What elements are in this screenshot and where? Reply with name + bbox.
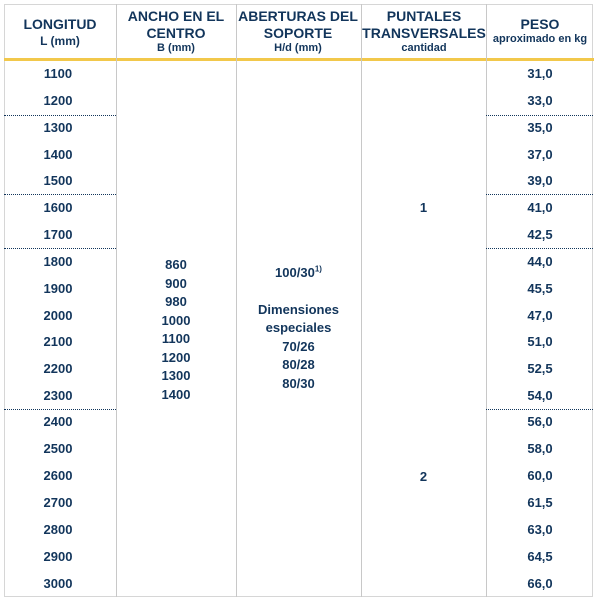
table-header: LONGITUD L (mm) ANCHO EN EL CENTRO B (mm… [0,0,596,58]
header-length-title: LONGITUD [23,16,97,32]
length-value: 3000 [43,576,73,591]
length-value: 2100 [43,334,73,349]
weight-value: 63,0 [527,522,553,537]
weight-value: 41,0 [527,200,553,215]
header-openings: ABERTURAS DEL SOPORTE H/d (mm) [236,8,360,55]
weight-value: 56,0 [527,414,553,429]
length-value: 2300 [43,388,73,403]
length-value: 2200 [43,361,73,376]
weight-value: 51,0 [527,334,553,349]
column-divider [236,4,237,597]
header-weight-unit: aproximado en kg [492,33,588,45]
header-weight: PESO aproximado en kg [488,16,592,46]
length-value: 1700 [43,227,73,242]
group-divider [4,194,116,195]
length-value: 2900 [43,549,73,564]
openings-special-label: especiales [265,320,332,335]
length-value: 1600 [43,200,73,215]
group-divider [486,248,593,249]
length-value: 2400 [43,414,73,429]
header-width-title: ANCHO EN EL CENTRO [127,8,225,41]
column-divider [116,4,117,597]
weight-value: 54,0 [527,388,553,403]
column-divider [361,4,362,597]
width-value: 1400 [161,386,191,402]
header-openings-title: ABERTURAS DEL SOPORTE [238,8,358,41]
weight-value: 42,5 [527,227,553,242]
weight-value: 66,0 [527,576,553,591]
group-divider [4,409,116,410]
weight-value: 44,0 [527,254,553,269]
length-value: 2700 [43,495,73,510]
header-openings-unit: H/d (mm) [274,42,322,54]
length-value: 2800 [43,522,73,537]
group-divider [486,115,593,116]
length-value: 1800 [43,254,73,269]
openings-footnote-mark: 1) [314,264,322,274]
length-value: 1100 [43,66,73,81]
weight-value: 33,0 [527,93,553,108]
weight-value: 60,0 [527,468,553,483]
column-divider [486,4,487,597]
length-value: 1400 [43,147,73,162]
width-value: 1100 [161,331,191,346]
openings-special-value: 80/30 [282,375,315,391]
length-value: 1900 [43,281,73,296]
width-value: 900 [165,275,187,291]
weight-value: 52,5 [527,361,553,376]
header-width: ANCHO EN EL CENTRO B (mm) [118,8,234,55]
header-length-unit: L (mm) [40,34,80,48]
header-length: LONGITUD L (mm) [4,16,116,50]
length-value: 2600 [43,468,73,483]
width-value: 860 [165,257,187,272]
length-value: 2000 [43,308,73,323]
length-value: 1500 [43,173,73,188]
weight-value: 45,5 [527,281,553,296]
openings-spacer [236,283,361,301]
length-value: 1300 [43,120,73,135]
width-list: 860 900 980 1000 1100 1200 1300 1400 [116,256,236,404]
width-value: 980 [165,294,187,309]
weight-value: 39,0 [527,173,553,188]
openings-special-label: Dimensiones [258,301,339,317]
crossbars-group-2: 2 [419,469,428,484]
header-crossbars-unit: cantidad [401,42,447,54]
openings-block: 100/301) Dimensiones especiales 70/26 80… [236,264,361,393]
weight-value: 61,5 [527,495,553,510]
header-weight-title: PESO [520,16,560,32]
crossbars-group-1: 1 [419,200,428,215]
weight-value: 31,0 [527,66,553,81]
header-divider [4,58,594,61]
group-divider [486,194,593,195]
weight-value: 58,0 [527,441,553,456]
header-crossbars-title: PUNTALES TRANSVERSALES [362,8,486,41]
weight-value: 37,0 [527,147,553,162]
group-divider [486,409,593,410]
openings-standard-value: 100/30 [275,265,315,280]
weight-value: 35,0 [527,120,553,135]
weight-value: 64,5 [527,549,553,564]
width-value: 1000 [161,312,191,328]
width-value: 1300 [161,368,191,383]
header-width-unit: B (mm) [157,42,195,54]
openings-standard: 100/301) [236,264,361,283]
length-value: 2500 [43,441,73,456]
weight-value: 47,0 [527,308,553,323]
openings-special-value: 70/26 [282,338,315,354]
length-value: 1200 [43,93,73,108]
header-crossbars: PUNTALES TRANSVERSALES cantidad [362,8,486,55]
group-divider [4,115,116,116]
openings-special-value: 80/28 [282,357,315,372]
width-value: 1200 [161,349,191,365]
group-divider [4,248,116,249]
